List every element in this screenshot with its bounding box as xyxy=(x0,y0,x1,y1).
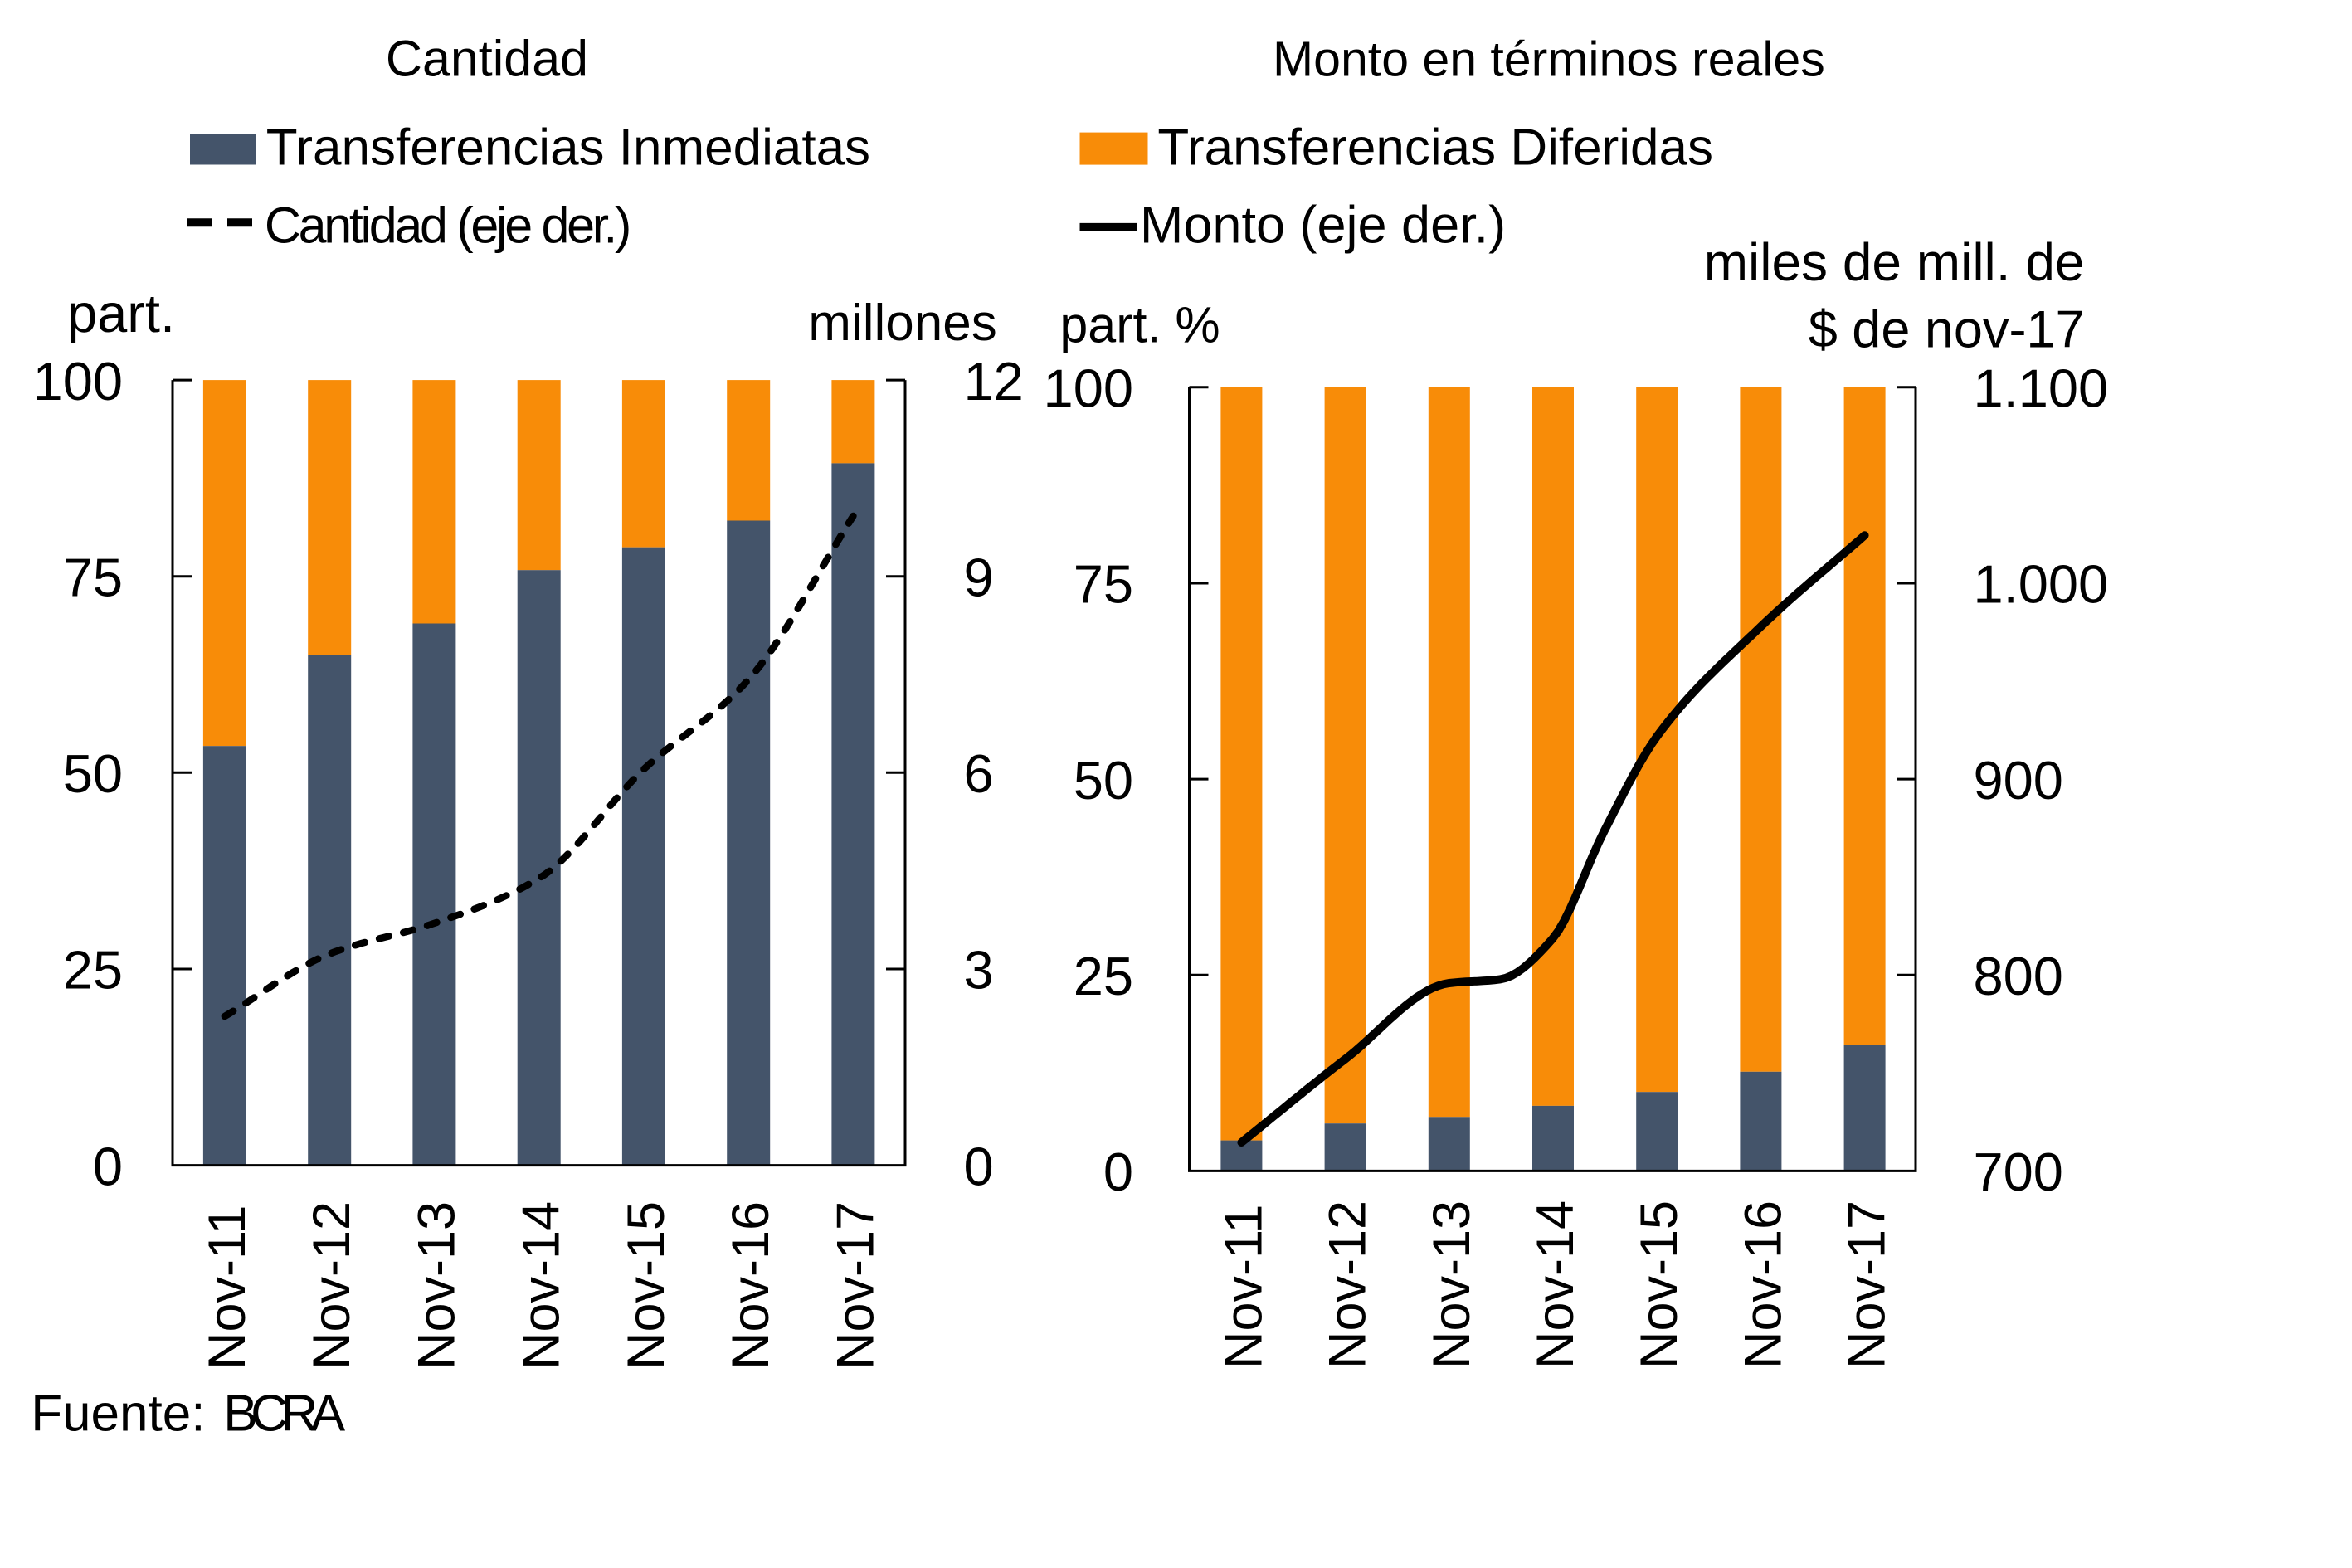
svg-text:Nov-17: Nov-17 xyxy=(826,1201,884,1370)
svg-text:1.000: 1.000 xyxy=(1974,554,2109,615)
svg-text:Nov-12: Nov-12 xyxy=(303,1201,361,1370)
svg-text:Nov-15: Nov-15 xyxy=(617,1201,675,1370)
svg-text:900: 900 xyxy=(1974,750,2063,811)
svg-text:Nov-11: Nov-11 xyxy=(198,1205,256,1370)
svg-text:Cantidad (eje der.): Cantidad (eje der.) xyxy=(265,197,629,254)
svg-text:Nov-11: Nov-11 xyxy=(1215,1205,1273,1369)
svg-text:Transferencias Inmediatas: Transferencias Inmediatas xyxy=(266,119,870,177)
svg-text:part.: part. xyxy=(67,283,175,343)
svg-text:Nov-16: Nov-16 xyxy=(722,1201,780,1370)
svg-text:Fuente:BCRA: Fuente: BCRA xyxy=(31,1385,346,1442)
svg-text:Nov-12: Nov-12 xyxy=(1319,1200,1377,1369)
svg-text:50: 50 xyxy=(63,743,123,804)
svg-text:$ de nov-17: $ de nov-17 xyxy=(1809,301,2085,359)
svg-text:3: 3 xyxy=(964,940,994,1001)
svg-text:75: 75 xyxy=(1074,554,1133,615)
svg-text:part. %: part. % xyxy=(1059,297,1220,353)
svg-text:25: 25 xyxy=(63,940,123,1001)
svg-text:Nov-13: Nov-13 xyxy=(407,1201,465,1370)
svg-text:Nov-14: Nov-14 xyxy=(1527,1200,1585,1369)
svg-text:miles de mill. de: miles de mill. de xyxy=(1704,232,2085,292)
svg-text:Monto en términos reales: Monto en términos reales xyxy=(1273,32,1825,86)
svg-text:0: 0 xyxy=(964,1136,994,1196)
svg-text:Transferencias Diferidas: Transferencias Diferidas xyxy=(1157,119,1713,177)
svg-text:25: 25 xyxy=(1074,946,1133,1006)
svg-text:0: 0 xyxy=(93,1136,123,1196)
svg-text:Monto (eje der.): Monto (eje der.) xyxy=(1140,197,1506,255)
svg-text:9: 9 xyxy=(964,547,994,607)
svg-text:75: 75 xyxy=(63,547,123,607)
svg-text:millones: millones xyxy=(808,295,996,352)
svg-text:Nov-16: Nov-16 xyxy=(1734,1200,1792,1369)
svg-text:700: 700 xyxy=(1974,1142,2063,1202)
svg-text:1.100: 1.100 xyxy=(1974,358,2109,419)
svg-text:Cantidad: Cantidad xyxy=(386,31,588,87)
svg-text:Nov-17: Nov-17 xyxy=(1838,1200,1897,1369)
svg-text:100: 100 xyxy=(33,351,123,411)
svg-text:12: 12 xyxy=(964,351,1024,411)
svg-text:50: 50 xyxy=(1074,750,1133,811)
svg-text:0: 0 xyxy=(1103,1142,1133,1202)
svg-text:6: 6 xyxy=(964,743,994,804)
svg-text:Nov-13: Nov-13 xyxy=(1423,1200,1481,1369)
svg-text:Nov-14: Nov-14 xyxy=(513,1201,571,1370)
svg-text:Nov-15: Nov-15 xyxy=(1630,1200,1688,1369)
svg-text:800: 800 xyxy=(1974,946,2063,1006)
svg-text:100: 100 xyxy=(1044,358,1133,419)
